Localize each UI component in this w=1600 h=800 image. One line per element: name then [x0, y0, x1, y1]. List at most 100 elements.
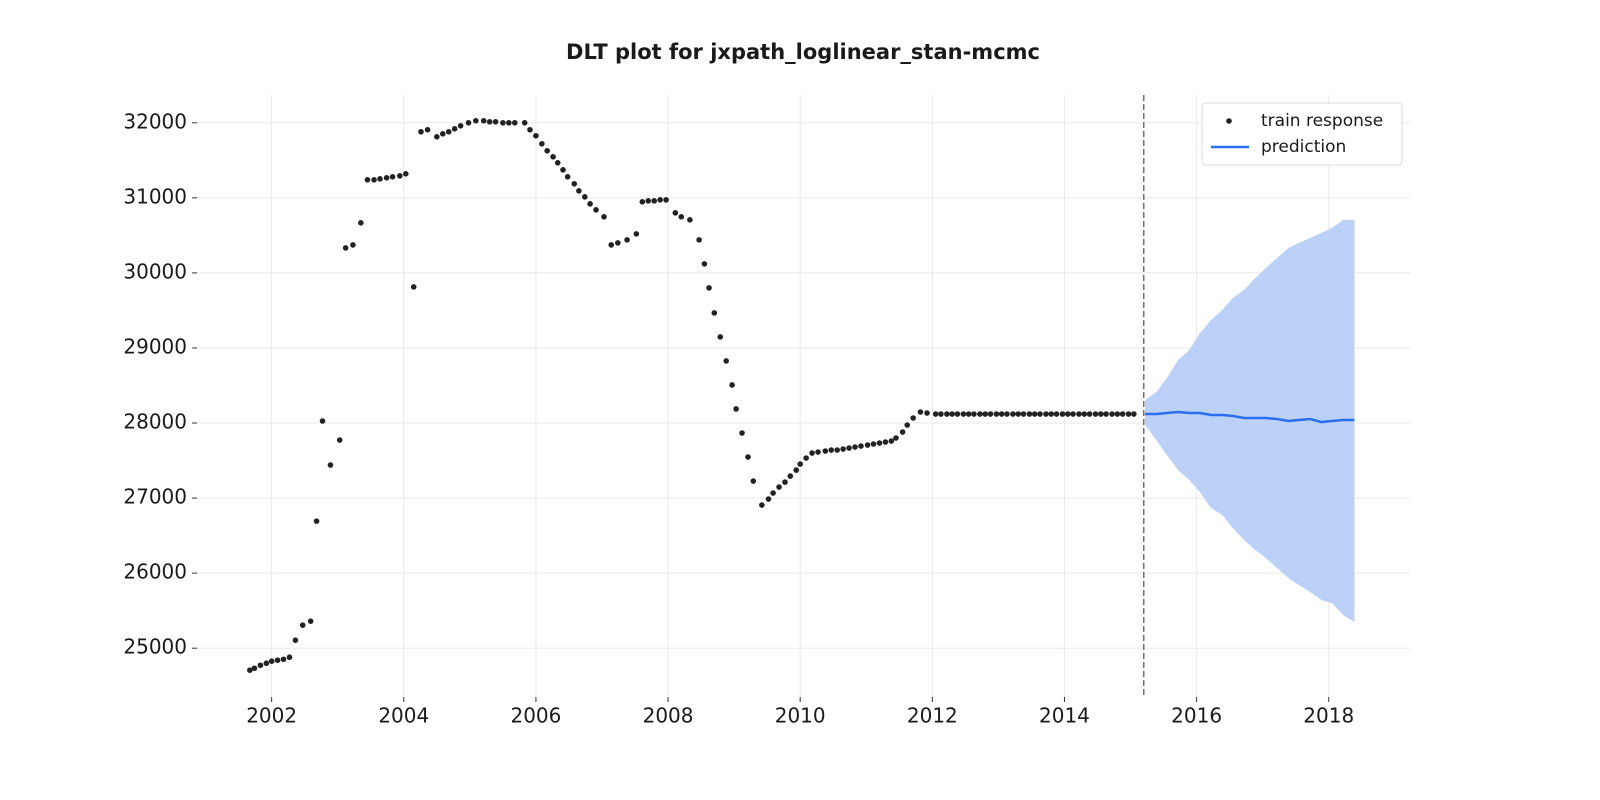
train-point [639, 199, 646, 205]
x-tick-label: 2004 [378, 704, 429, 728]
train-point [582, 194, 588, 200]
train-point [364, 177, 371, 183]
train-point [486, 118, 493, 125]
train-point [624, 237, 630, 243]
train-point [1037, 411, 1043, 417]
train-point [852, 444, 858, 450]
train-point [268, 658, 275, 664]
train-point [313, 518, 320, 524]
train-point [949, 411, 955, 417]
train-point [299, 622, 306, 628]
train-point [544, 147, 550, 154]
train-point [1114, 411, 1121, 417]
train-point [828, 447, 835, 453]
train-point [1076, 411, 1082, 417]
train-point [1015, 411, 1022, 417]
y-tick-label: 27000 [123, 485, 187, 509]
train-point [917, 409, 924, 415]
train-point [765, 496, 772, 502]
train-point [1020, 411, 1027, 417]
train-point [701, 261, 708, 267]
train-point [587, 201, 593, 207]
train-point [882, 439, 889, 445]
train-point [888, 438, 895, 444]
train-point [998, 411, 1005, 417]
train-point [608, 242, 615, 248]
train-point [251, 665, 258, 672]
train-point [803, 455, 809, 461]
legend-label: train response [1261, 111, 1383, 131]
train-point [864, 442, 871, 448]
x-tick-label: 2006 [510, 704, 561, 728]
train-point [327, 462, 334, 468]
train-point [593, 207, 599, 213]
train-point [954, 411, 961, 417]
train-point [977, 411, 983, 417]
y-tick-label: 31000 [123, 184, 187, 208]
train-point [307, 618, 314, 624]
train-point [1043, 411, 1049, 417]
train-point [696, 237, 702, 243]
chart-title: DLT plot for jxpath_loglinear_stan-mcmc [566, 40, 1040, 64]
train-point [424, 126, 431, 133]
legend-box [1201, 102, 1403, 166]
prediction-band [1145, 219, 1355, 623]
train-point [1026, 411, 1033, 417]
train-point [1081, 411, 1088, 417]
train-point [899, 429, 906, 435]
x-tick-label: 2014 [1039, 704, 1090, 728]
train-point [782, 479, 788, 485]
train-point [846, 445, 852, 451]
train-point [445, 128, 452, 135]
train-point [500, 119, 506, 126]
train-point [876, 440, 883, 446]
train-point [527, 126, 533, 133]
train-point [292, 637, 299, 643]
legend-label: prediction [1261, 137, 1346, 157]
train-point [822, 448, 829, 454]
train-point [687, 217, 693, 223]
train-point [521, 119, 528, 126]
train-point [342, 245, 349, 251]
train-point [1119, 411, 1126, 417]
train-point [739, 430, 745, 436]
train-point [965, 411, 972, 417]
train-point [971, 411, 977, 417]
train-point [550, 153, 556, 160]
train-point [451, 125, 458, 132]
train-point [402, 171, 409, 177]
x-tick-label: 2010 [775, 704, 826, 728]
train-point [982, 411, 988, 417]
train-point [645, 198, 652, 204]
train-point [750, 478, 757, 484]
train-point [554, 159, 561, 166]
train-point [457, 122, 464, 129]
train-point [993, 411, 1000, 417]
train-point [1092, 411, 1099, 417]
train-point [678, 214, 685, 220]
train-point [434, 134, 440, 140]
x-tick-label: 2002 [246, 704, 297, 728]
train-point [506, 119, 512, 126]
train-point [1125, 411, 1132, 417]
train-point [286, 654, 293, 661]
train-point [319, 418, 326, 424]
train-point [633, 231, 640, 237]
x-tick-label: 2018 [1303, 704, 1354, 728]
train-point [717, 334, 724, 340]
train-point [465, 119, 472, 126]
train-point [1098, 411, 1104, 417]
train-point [1131, 411, 1137, 417]
train-point [815, 449, 821, 455]
train-point [938, 411, 944, 417]
train-point [1053, 411, 1060, 417]
train-point [858, 443, 864, 449]
y-tick-label: 32000 [123, 109, 187, 133]
train-point [615, 240, 621, 246]
y-tick-label: 26000 [123, 560, 187, 584]
train-point [371, 177, 377, 183]
train-point [480, 117, 487, 124]
train-point [733, 406, 739, 412]
train-point [1059, 411, 1066, 417]
x-tick-label: 2016 [1171, 704, 1222, 728]
